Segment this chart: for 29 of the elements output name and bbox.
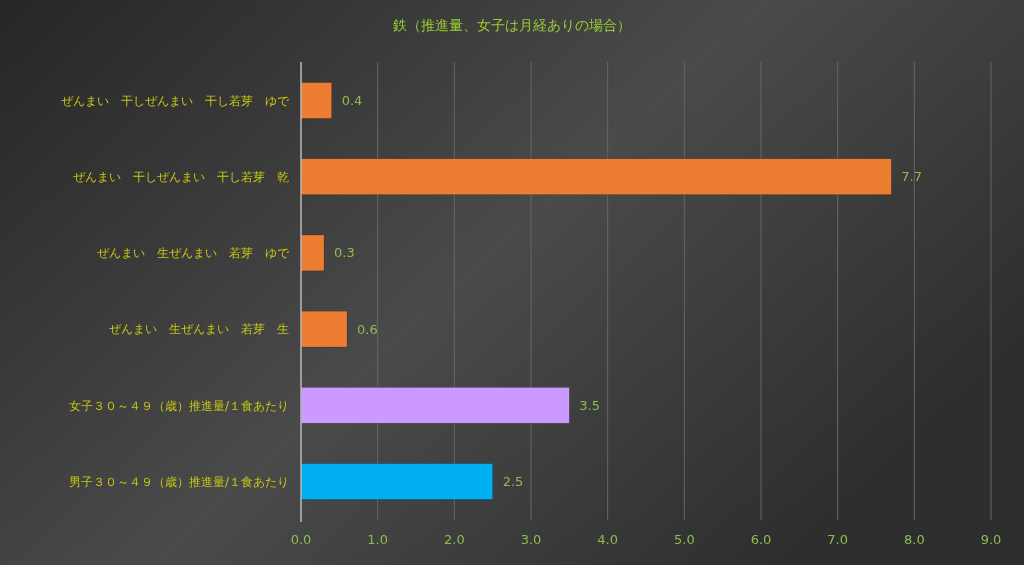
data-label: 3.5 bbox=[579, 397, 601, 413]
y-tick-label: ぜんまい 干しぜんまい 干し若芽 乾 bbox=[73, 169, 289, 184]
data-label: 0.6 bbox=[357, 321, 378, 337]
x-tick-label: 7.0 bbox=[827, 532, 849, 547]
y-tick-label: 男子３０～４９（歳）推進量/１食あたり bbox=[68, 474, 289, 489]
bar bbox=[300, 387, 570, 424]
y-tick-label: ぜんまい 生ぜんまい 若芽 ゆで bbox=[97, 246, 290, 261]
chart-title: 鉄（推進量、女子は月経ありの場合） bbox=[393, 17, 631, 33]
y-tick-label: 女子３０～４９（歳）推進量/１食あたり bbox=[68, 398, 289, 413]
bar bbox=[300, 310, 348, 348]
data-label: 7.7 bbox=[901, 169, 923, 185]
x-tick-label: 1.0 bbox=[367, 532, 389, 547]
x-tick-label: 6.0 bbox=[750, 532, 772, 547]
x-tick-label: 9.0 bbox=[980, 532, 1002, 547]
x-tick-label: 3.0 bbox=[520, 532, 542, 547]
x-tick-label: 0.0 bbox=[290, 532, 312, 547]
y-tick-label: ぜんまい 干しぜんまい 干し若芽 ゆで bbox=[61, 93, 290, 108]
x-tick-label: 2.0 bbox=[443, 532, 465, 547]
bar bbox=[300, 463, 493, 500]
data-label: 0.4 bbox=[341, 93, 363, 109]
data-label: 2.5 bbox=[502, 474, 524, 490]
x-tick-label: 8.0 bbox=[903, 532, 925, 547]
bar bbox=[300, 158, 892, 195]
x-tick-label: 4.0 bbox=[597, 532, 619, 547]
y-tick-label: ぜんまい 生ぜんまい 若芽 生 bbox=[109, 322, 289, 337]
x-tick-label: 5.0 bbox=[673, 532, 695, 547]
bar bbox=[300, 234, 325, 272]
data-label: 0.3 bbox=[334, 245, 355, 261]
bar bbox=[300, 82, 332, 119]
